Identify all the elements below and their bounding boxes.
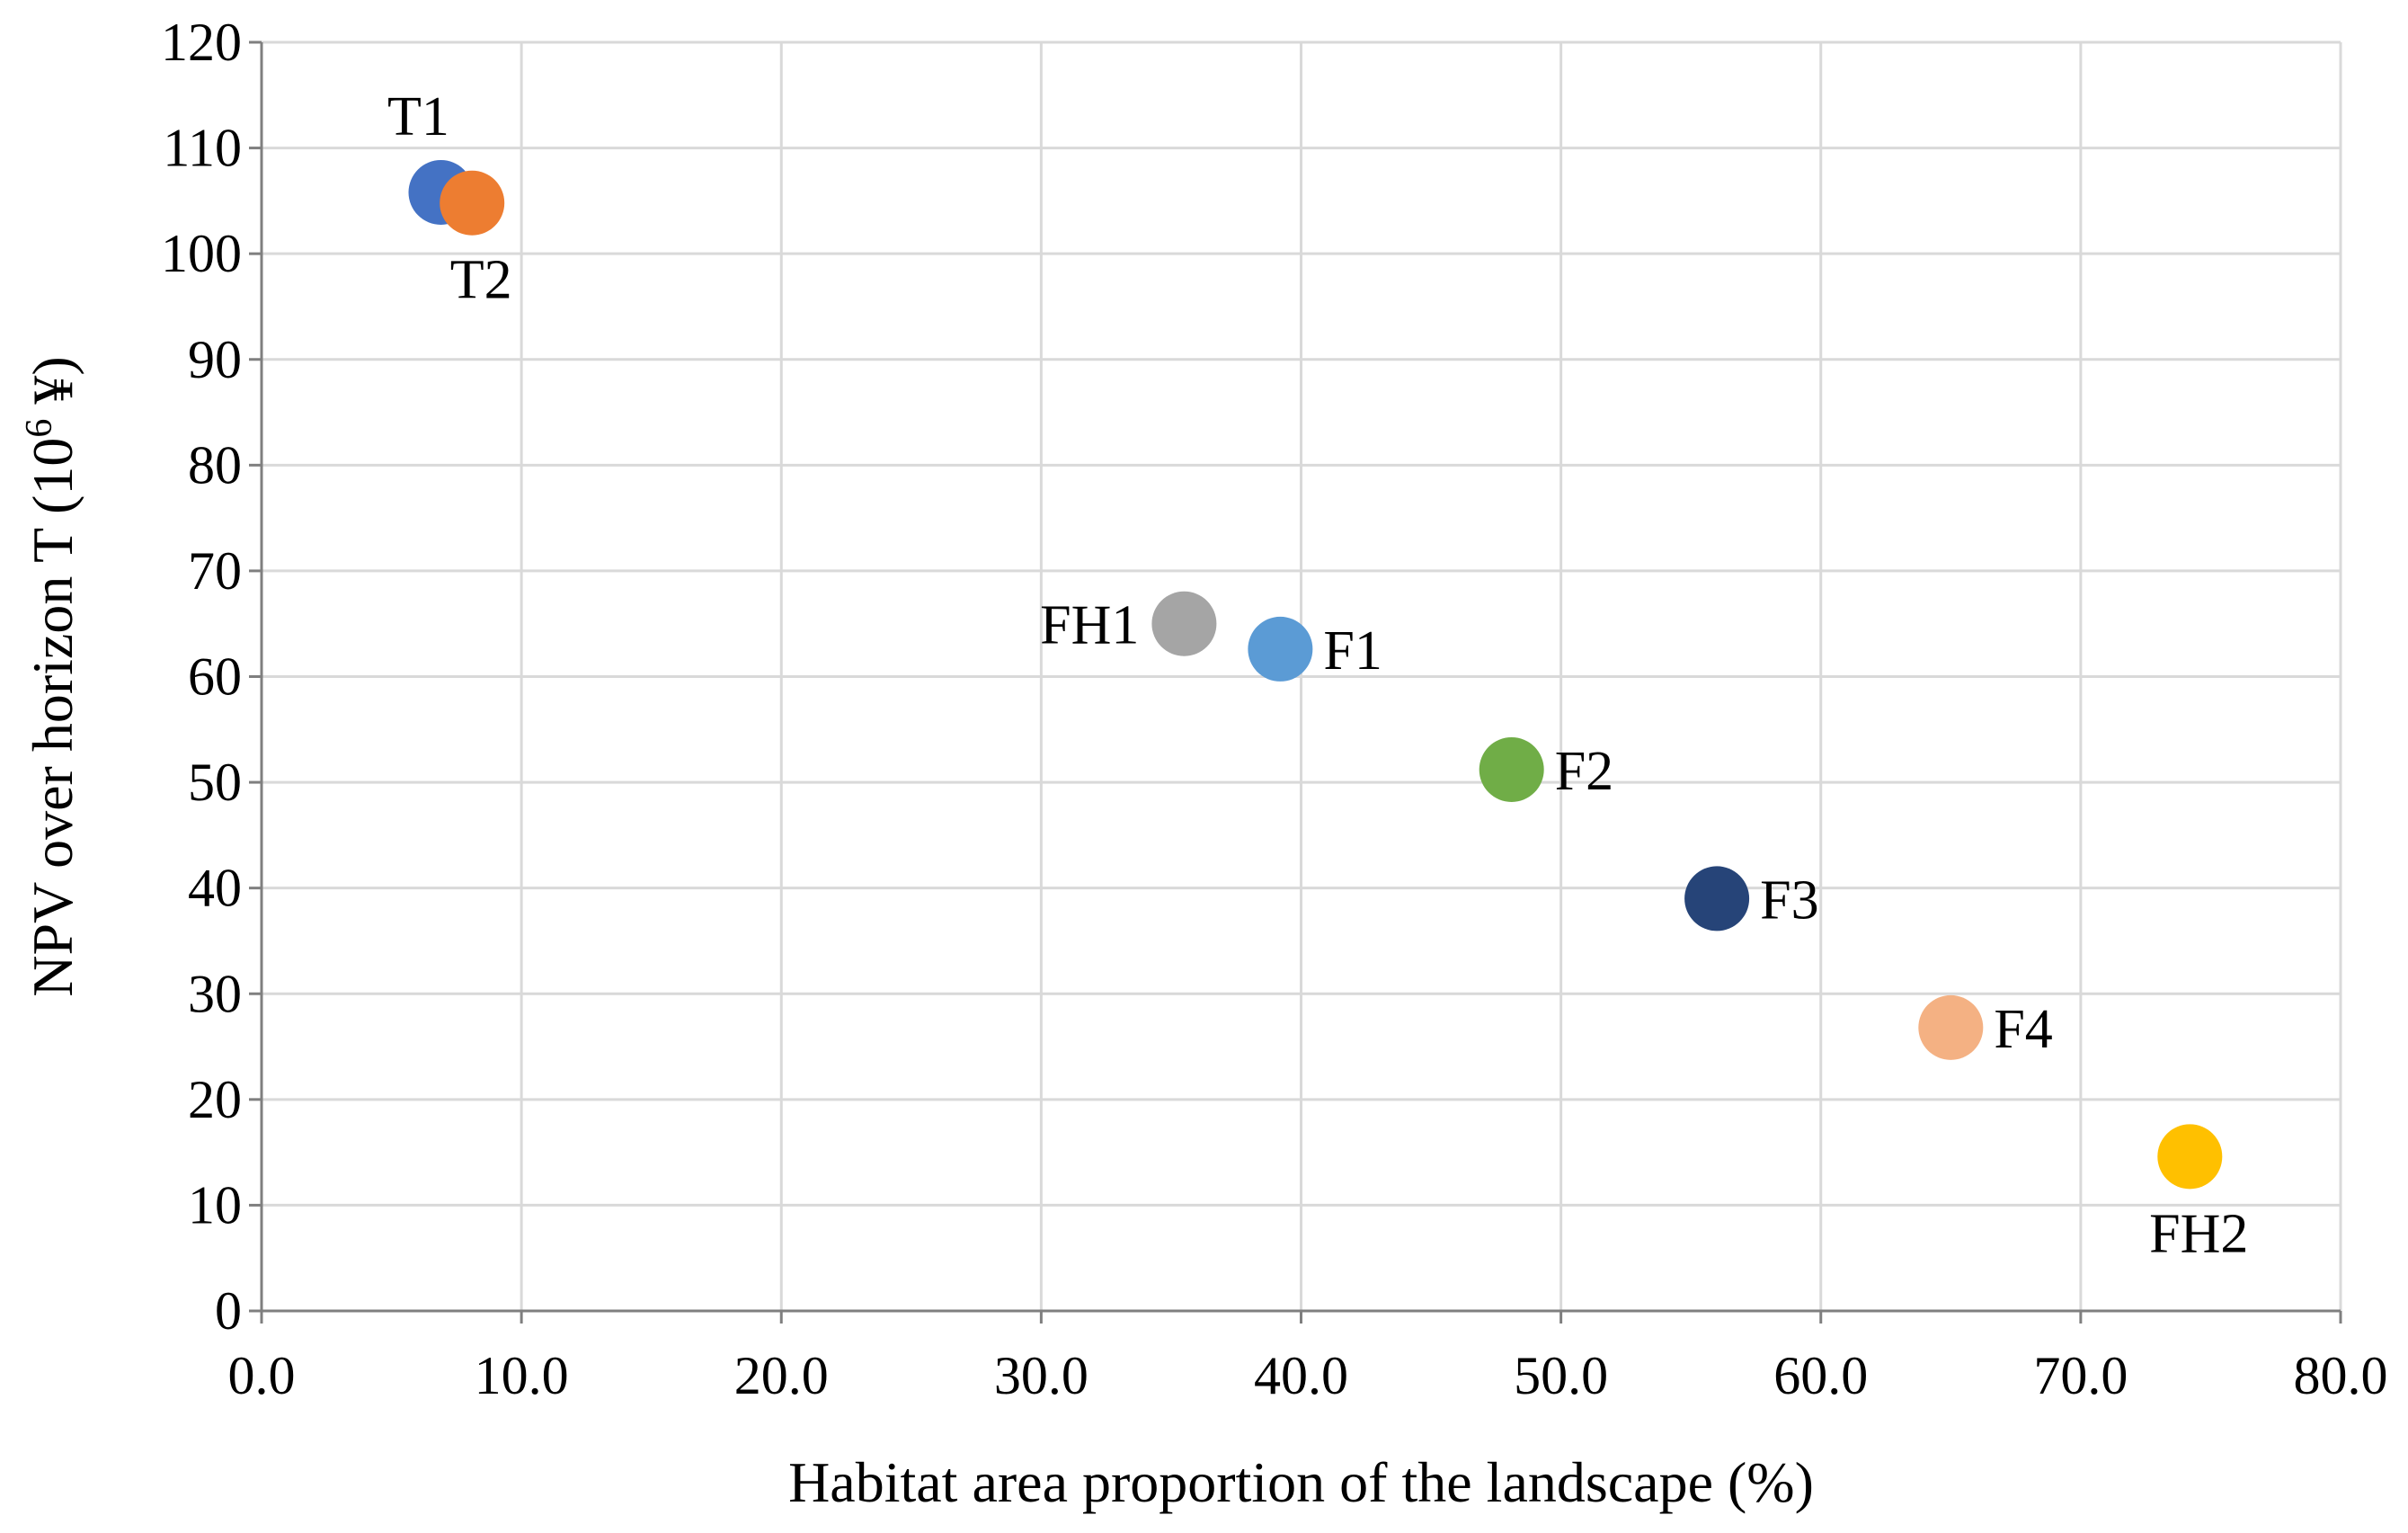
y-tick-label: 10: [188, 1175, 242, 1234]
point-label-fh1: FH1: [1040, 595, 1139, 656]
y-tick-label: 30: [188, 964, 242, 1023]
y-tick-label: 90: [188, 330, 242, 389]
x-tick-label: 0.0: [228, 1346, 296, 1405]
point-fh2: [2157, 1124, 2223, 1190]
point-label-f4: F4: [1994, 999, 2052, 1060]
y-tick-label: 0: [215, 1281, 242, 1341]
y-axis-title-main: NPV over horizon T (10: [21, 438, 84, 997]
y-tick-label: 60: [188, 647, 242, 707]
y-tick-label: 40: [188, 859, 242, 918]
y-tick-label: 50: [188, 753, 242, 812]
y-tick-label: 80: [188, 435, 242, 495]
y-tick-label: 110: [163, 119, 242, 178]
point-f4: [1918, 994, 1984, 1060]
point-label-f1: F1: [1323, 620, 1382, 682]
point-t2: [440, 170, 505, 236]
point-label-t1: T1: [387, 86, 449, 147]
y-axis-title-suffix: ¥): [21, 356, 84, 418]
point-label-f2: F2: [1555, 741, 1613, 802]
x-tick-label: 30.0: [994, 1346, 1088, 1405]
x-tick-label: 70.0: [2033, 1346, 2128, 1405]
x-tick-label: 40.0: [1254, 1346, 1348, 1405]
point-f3: [1684, 866, 1750, 931]
point-f2: [1479, 736, 1544, 802]
x-axis-title: Habitat area proportion of the landscape…: [788, 1450, 1814, 1514]
y-tick-label: 120: [161, 13, 242, 72]
tick-labels: 0 10 20 30 40 50 60 70 80 90 100 110 120 0.0 10.0 20.0 3…: [161, 13, 2388, 1405]
point-label-f3: F3: [1760, 869, 1818, 931]
x-tick-label: 20.0: [734, 1346, 829, 1405]
point-label-fh2: FH2: [2149, 1203, 2248, 1264]
y-axis-title: NPV over horizon T (106 ¥): [19, 356, 84, 997]
data-points: [408, 159, 2223, 1190]
x-tick-label: 80.0: [2294, 1346, 2388, 1405]
y-tick-label: 100: [161, 224, 242, 283]
x-tick-label: 50.0: [1514, 1346, 1608, 1405]
y-tick-label: 20: [188, 1070, 242, 1129]
point-labels: T1 T2 FH1 F1 F2 F3 F4 FH2: [387, 86, 2248, 1264]
grid-lines: [262, 40, 2342, 1311]
y-tick-label: 70: [188, 541, 242, 601]
y-axis-title-superscript: 6: [19, 419, 60, 438]
point-f1: [1248, 616, 1313, 682]
x-tick-label: 60.0: [1773, 1346, 1868, 1405]
point-label-t2: T2: [450, 250, 512, 311]
point-fh1: [1151, 591, 1217, 656]
x-tick-label: 10.0: [475, 1346, 569, 1405]
axes: [249, 40, 2342, 1324]
